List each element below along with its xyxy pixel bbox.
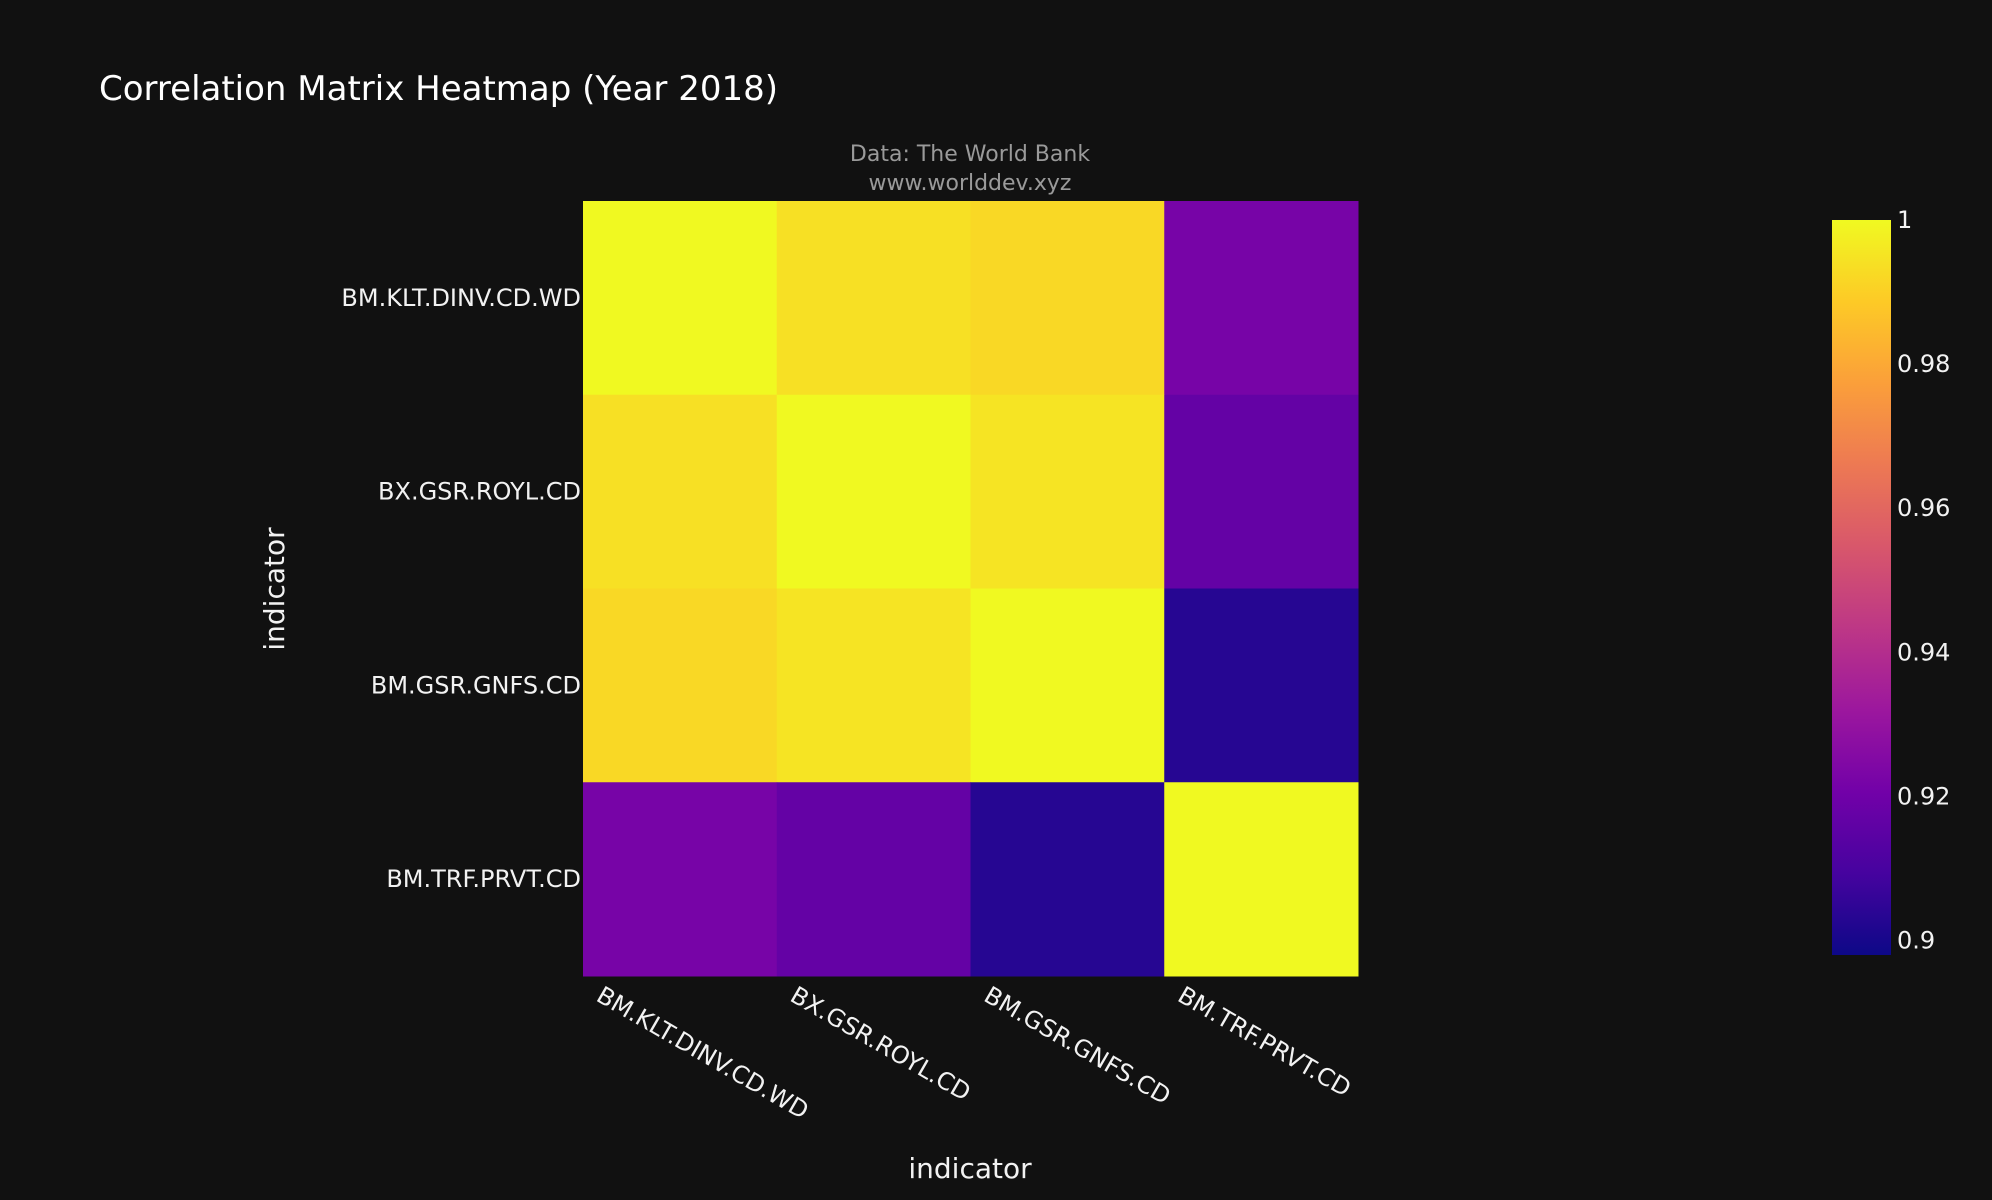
colorbar-tick-label: 0.94 — [1897, 638, 1950, 666]
y-axis-ticks: BM.KLT.DINV.CD.WD BX.GSR.ROYL.CD BM.GSR.GN… — [341, 284, 581, 893]
x-axis-title: indicator — [908, 1152, 1032, 1185]
colorbar-tick-label: 0.92 — [1897, 782, 1950, 810]
heatmap-cell-r0-c2 — [970, 201, 1165, 396]
source-annotation-line-2: www.worlddev.xyz — [869, 171, 1072, 196]
heatmap-cell-r0-c1 — [776, 201, 971, 396]
colorbar-tick-label: 1 — [1897, 206, 1912, 234]
colorbar-tick-label: 0.98 — [1897, 350, 1950, 378]
heatmap-cell-r1-c3 — [1164, 394, 1359, 589]
x-tick-label: BM.TRF.PRVT.CD — [1173, 981, 1356, 1103]
heatmap-cell-r3-c2 — [970, 782, 1165, 977]
y-tick-label: BM.GSR.GNFS.CD — [371, 671, 581, 699]
y-axis-title: indicator — [258, 527, 291, 651]
y-tick-label: BM.KLT.DINV.CD.WD — [341, 284, 581, 312]
heatmap-cell-r0-c0 — [583, 201, 778, 396]
colorbar-ticks: 0.9 0.92 0.94 0.96 0.98 1 — [1897, 206, 1950, 955]
y-tick-label: BM.TRF.PRVT.CD — [386, 865, 581, 893]
colorbar-tick-label: 0.9 — [1897, 927, 1935, 955]
heatmap-cells — [583, 201, 1359, 977]
x-tick-label: BM.GSR.GNFS.CD — [979, 981, 1175, 1110]
heatmap-cell-r0-c3 — [1164, 201, 1359, 396]
x-tick-label: BX.GSR.ROYL.CD — [786, 981, 976, 1107]
heatmap-cell-r1-c1 — [776, 394, 971, 589]
chart-title: Correlation Matrix Heatmap (Year 2018) — [99, 69, 778, 109]
colorbar — [1832, 220, 1891, 955]
y-tick-label: BX.GSR.ROYL.CD — [378, 478, 581, 506]
heatmap-cell-r1-c2 — [970, 394, 1165, 589]
heatmap-cell-r3-c1 — [776, 782, 971, 977]
heatmap-cell-r2-c1 — [776, 588, 971, 783]
colorbar-tick-label: 0.96 — [1897, 494, 1950, 522]
heatmap-cell-r2-c0 — [583, 588, 778, 783]
heatmap-cell-r3-c0 — [583, 782, 778, 977]
x-tick-label: BM.KLT.DINV.CD.WD — [592, 981, 813, 1125]
heatmap-cell-r2-c3 — [1164, 588, 1359, 783]
heatmap-cell-r1-c0 — [583, 394, 778, 589]
heatmap-cell-r2-c2 — [970, 588, 1165, 783]
heatmap-cell-r3-c3 — [1164, 782, 1359, 977]
source-annotation-line-1: Data: The World Bank — [850, 142, 1090, 167]
